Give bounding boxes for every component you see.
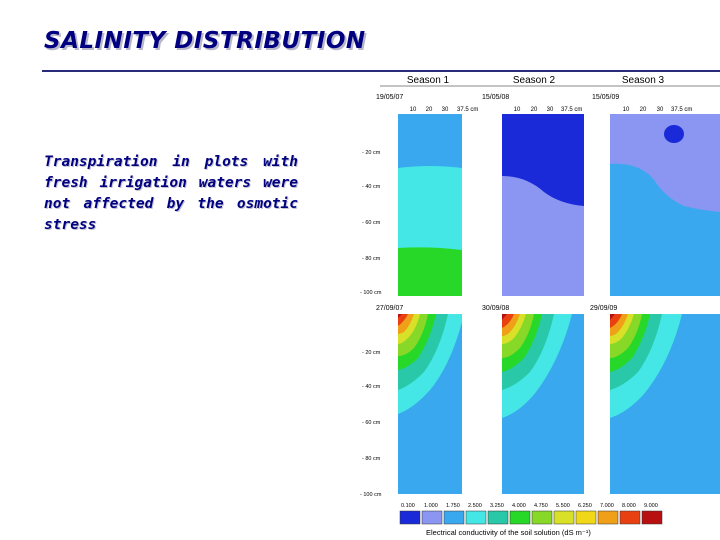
svg-text:0.100: 0.100 [401,503,415,509]
svg-text:4.750: 4.750 [534,503,548,509]
color-scale-swatch [575,510,597,525]
svg-text:- 60 cm: - 60 cm [362,220,381,226]
color-scale-swatch [619,510,641,525]
contour-panel-season1-spring [398,114,462,296]
date-top-3: 15/05/09 [592,94,619,101]
salinity-contour-figure: Season 1 Season 2 Season 3 19/05/07 15/0… [360,75,720,537]
svg-text:- 80 cm: - 80 cm [362,456,381,462]
color-scale-swatch [641,510,663,525]
color-scale-swatch [465,510,487,525]
x-ticks-top-1: 10 20 30 37.5 cm [410,107,479,113]
svg-text:- 40 cm: - 40 cm [362,184,381,190]
contour-panel-season2-spring [502,114,584,296]
contour-panel-season3-spring [610,114,720,296]
color-scale-swatch [509,510,531,525]
svg-text:10: 10 [410,107,417,113]
svg-text:9.000: 9.000 [644,503,658,509]
svg-text:20: 20 [426,107,433,113]
svg-text:- 100 cm: - 100 cm [360,290,382,296]
svg-text:- 100 cm: - 100 cm [360,492,382,498]
svg-text:20: 20 [640,107,647,113]
svg-text:4.000: 4.000 [512,503,526,509]
svg-text:30: 30 [547,107,554,113]
x-ticks-top-3: 10 20 30 37.5 cm [623,107,693,113]
color-scale-swatch [443,510,465,525]
svg-text:2.500: 2.500 [468,503,482,509]
color-scale-swatch [531,510,553,525]
color-scale-swatch [399,510,421,525]
svg-text:5.500: 5.500 [556,503,570,509]
season-1-header: Season 1 [407,75,450,86]
color-scale-swatch [487,510,509,525]
depth-ticks-bottom: - 20 cm - 40 cm - 60 cm - 80 cm - 100 cm [360,350,382,498]
svg-text:- 60 cm: - 60 cm [362,420,381,426]
description-text: Transpiration in plots with fresh irriga… [44,154,298,233]
color-scale-label: Electrical conductivity of the soil solu… [426,528,591,537]
svg-text:30: 30 [657,107,664,113]
color-scale-values: 0.100 1.000 1.750 2.500 3.250 4.000 4.75… [401,503,658,509]
svg-text:8.000: 8.000 [622,503,636,509]
svg-text:1.750: 1.750 [446,503,460,509]
svg-text:37.5 cm: 37.5 cm [671,107,692,113]
svg-text:37.5 cm: 37.5 cm [457,107,478,113]
date-bottom-3: 29/09/09 [590,305,617,312]
svg-text:10: 10 [623,107,630,113]
color-scale-swatch [553,510,575,525]
svg-text:37.5 cm: 37.5 cm [561,107,582,113]
svg-text:3.250: 3.250 [490,503,504,509]
season-3-header: Season 3 [622,75,665,86]
color-scale-swatch [597,510,619,525]
svg-text:1.000: 1.000 [424,503,438,509]
svg-text:30: 30 [442,107,449,113]
color-scale-bar [399,510,663,525]
svg-text:- 40 cm: - 40 cm [362,384,381,390]
date-top-1: 19/05/07 [376,94,403,101]
page-title: SALINITY DISTRIBUTION [44,28,366,54]
svg-text:10: 10 [514,107,521,113]
date-bottom-2: 30/09/08 [482,305,509,312]
color-scale-swatch [421,510,443,525]
title-underline [42,70,720,72]
date-top-2: 15/05/08 [482,94,509,101]
svg-text:- 20 cm: - 20 cm [362,350,381,356]
contour-panel-season3-autumn [610,314,720,494]
svg-text:7.000: 7.000 [600,503,614,509]
contour-panel-season1-autumn [398,314,462,494]
x-ticks-top-2: 10 20 30 37.5 cm [514,107,583,113]
svg-text:20: 20 [531,107,538,113]
svg-text:- 80 cm: - 80 cm [362,256,381,262]
depth-ticks-top: - 20 cm - 40 cm - 60 cm - 80 cm - 100 cm [360,150,382,296]
date-bottom-1: 27/09/07 [376,305,403,312]
contour-panel-season2-autumn [502,314,584,494]
svg-text:6.250: 6.250 [578,503,592,509]
svg-text:- 20 cm: - 20 cm [362,150,381,156]
season-2-header: Season 2 [513,75,556,86]
